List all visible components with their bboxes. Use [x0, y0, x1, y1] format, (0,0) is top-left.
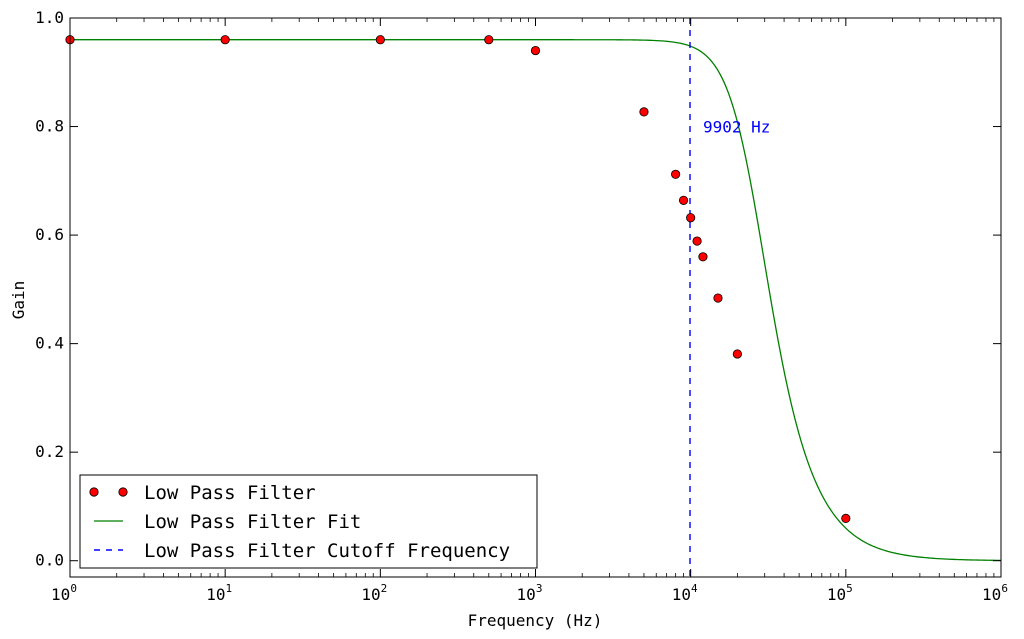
annotation-group: 9902 Hz [703, 118, 770, 137]
legend-box [79, 474, 538, 569]
data-point [678, 195, 689, 205]
x-tick-base: 10 [827, 585, 846, 604]
x-tick-exponent: 4 [691, 582, 698, 595]
x-tick-label: 101 [206, 582, 232, 604]
y-tick-label: 0.6 [35, 225, 64, 244]
x-tick-label: 102 [361, 582, 387, 604]
x-tick-label: 106 [982, 582, 1008, 604]
data-point [841, 513, 851, 523]
legend: Low Pass Filter Low Pass Filter Fit Low Pa… [79, 474, 538, 569]
data-point [220, 35, 230, 45]
legend-marker [89, 487, 99, 497]
x-tick-exponent: 5 [846, 582, 853, 595]
data-point [671, 169, 681, 179]
data-point [692, 236, 702, 246]
x-tick-base: 10 [517, 585, 536, 604]
x-tick-label: 105 [827, 582, 853, 604]
x-tick-base: 10 [982, 585, 1001, 604]
data-point [698, 252, 708, 262]
data-points-group [65, 35, 851, 523]
y-tick-label: 0.8 [35, 117, 64, 136]
data-point [686, 213, 696, 223]
y-axis-label: Gain [9, 281, 28, 320]
data-point [530, 45, 541, 56]
legend-label: Low Pass Filter Cutoff Frequency [144, 540, 510, 562]
x-tick-base: 10 [206, 585, 225, 604]
x-tick-exponent: 3 [536, 582, 543, 595]
data-point [484, 35, 494, 45]
x-tick-label: 104 [672, 582, 698, 604]
data-point [713, 293, 723, 303]
x-axis-label: Frequency (Hz) [468, 611, 603, 630]
x-tick-exponent: 0 [70, 582, 77, 595]
axis-labels-group: Frequency (Hz) Gain [9, 281, 602, 630]
legend-label: Low Pass Filter Fit [144, 511, 361, 533]
legend-label: Low Pass Filter [144, 482, 316, 504]
legend-marker [118, 487, 128, 497]
x-tick-base: 10 [672, 585, 691, 604]
x-tick-exponent: 6 [1001, 582, 1008, 595]
data-point [375, 35, 385, 45]
y-tick-label: 1.0 [35, 8, 64, 27]
x-tick-base: 10 [51, 585, 70, 604]
y-tick-label: 0.4 [35, 334, 64, 353]
data-point [732, 349, 742, 359]
x-tick-label: 103 [517, 582, 543, 604]
x-tick-base: 10 [361, 585, 380, 604]
x-tick-label: 100 [51, 582, 77, 604]
y-tick-label: 0.0 [35, 551, 64, 570]
x-tick-exponent: 2 [381, 582, 388, 595]
cutoff-annotation: 9902 Hz [703, 118, 770, 137]
data-point [639, 107, 649, 117]
y-tick-label: 0.2 [35, 442, 64, 461]
x-tick-exponent: 1 [225, 582, 232, 595]
